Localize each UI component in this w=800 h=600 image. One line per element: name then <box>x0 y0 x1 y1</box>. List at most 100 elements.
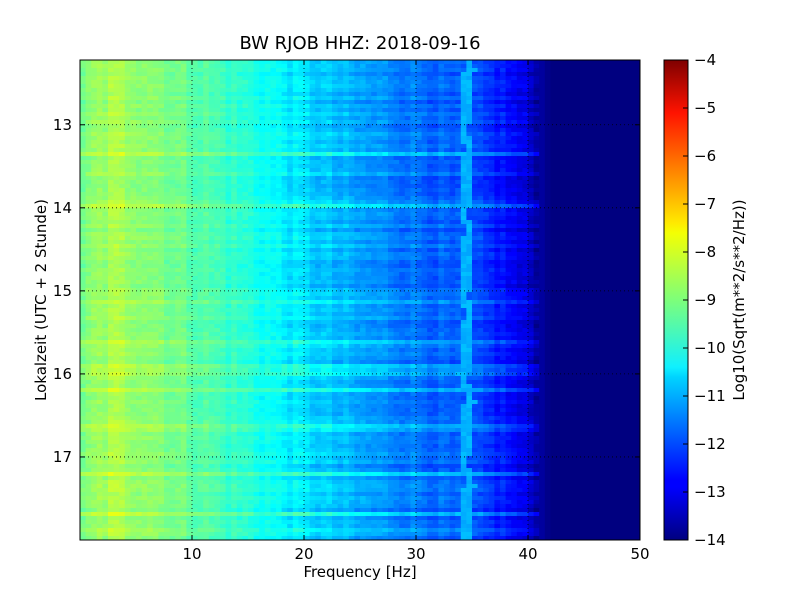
spectrogram-cell <box>315 156 322 161</box>
spectrogram-cell <box>108 92 115 97</box>
spectrogram-cell <box>628 124 635 129</box>
spectrogram-cell <box>164 144 171 149</box>
spectrogram-cell <box>236 140 243 145</box>
spectrogram-cell <box>231 88 238 93</box>
spectrogram-cell <box>550 172 557 177</box>
spectrogram-cell <box>511 160 518 165</box>
spectrogram-cell <box>208 200 215 205</box>
spectrogram-cell <box>298 112 305 117</box>
spectrogram-cell <box>612 236 619 241</box>
spectrogram-cell <box>483 152 490 157</box>
spectrogram-cell <box>96 92 103 97</box>
spectrogram-cell <box>147 240 154 245</box>
spectrogram-cell <box>180 180 187 185</box>
spectrogram-cell <box>556 256 563 261</box>
spectrogram-cell <box>612 256 619 261</box>
spectrogram-cell <box>382 140 389 145</box>
spectrogram-cell <box>259 100 266 105</box>
spectrogram-cell <box>365 204 372 209</box>
spectrogram-cell <box>572 164 579 169</box>
spectrogram-cell <box>309 228 316 233</box>
spectrogram-cell <box>147 68 154 73</box>
spectrogram-cell <box>158 124 165 129</box>
spectrogram-cell <box>197 64 204 69</box>
spectrogram-cell <box>304 132 311 137</box>
spectrogram-cell <box>382 216 389 221</box>
spectrogram-cell <box>141 176 148 181</box>
spectrogram-cell <box>203 88 210 93</box>
spectrogram-cell <box>180 224 187 229</box>
spectrogram-cell <box>460 64 467 69</box>
spectrogram-cell <box>483 144 490 149</box>
spectrogram-cell <box>488 180 495 185</box>
spectrogram-cell <box>617 176 624 181</box>
spectrogram-cell <box>595 80 602 85</box>
spectrogram-cell <box>388 132 395 137</box>
spectrogram-cell <box>410 196 417 201</box>
spectrogram-cell <box>320 88 327 93</box>
spectrogram-cell <box>376 72 383 77</box>
spectrogram-cell <box>225 132 232 137</box>
spectrogram-cell <box>96 116 103 121</box>
spectrogram-cell <box>259 204 266 209</box>
spectrogram-cell <box>119 76 126 81</box>
spectrogram-cell <box>192 252 199 257</box>
spectrogram-cell <box>466 232 473 237</box>
spectrogram-cell <box>466 252 473 257</box>
spectrogram-cell <box>180 208 187 213</box>
spectrogram-cell <box>298 100 305 105</box>
spectrogram-cell <box>337 208 344 213</box>
spectrogram-cell <box>404 72 411 77</box>
spectrogram-cell <box>119 124 126 129</box>
spectrogram-cell <box>91 80 98 85</box>
spectrogram-cell <box>136 156 143 161</box>
spectrogram-cell <box>248 136 255 141</box>
spectrogram-cell <box>556 76 563 81</box>
spectrogram-cell <box>320 200 327 205</box>
spectrogram-cell <box>91 128 98 133</box>
spectrogram-cell <box>208 100 215 105</box>
spectrogram-cell <box>242 76 249 81</box>
spectrogram-cell <box>561 64 568 69</box>
spectrogram-cell <box>192 248 199 253</box>
spectrogram-cell <box>427 184 434 189</box>
spectrogram-cell <box>130 84 137 89</box>
spectrogram-cell <box>113 92 120 97</box>
spectrogram-cell <box>108 112 115 117</box>
spectrogram-cell <box>113 144 120 149</box>
spectrogram-cell <box>248 212 255 217</box>
spectrogram-cell <box>292 100 299 105</box>
spectrogram-cell <box>382 136 389 141</box>
spectrogram-cell <box>158 112 165 117</box>
spectrogram-cell <box>242 168 249 173</box>
spectrogram-cell <box>304 244 311 249</box>
spectrogram-cell <box>208 84 215 89</box>
spectrogram-cell <box>376 240 383 245</box>
spectrogram-cell <box>421 160 428 165</box>
spectrogram-cell <box>259 160 266 165</box>
spectrogram-cell <box>388 172 395 177</box>
spectrogram-cell <box>276 140 283 145</box>
spectrogram-cell <box>197 172 204 177</box>
spectrogram-cell <box>113 200 120 205</box>
spectrogram-cell <box>315 104 322 109</box>
spectrogram-cell <box>376 116 383 121</box>
spectrogram-cell <box>197 244 204 249</box>
spectrogram-cell <box>606 100 613 105</box>
spectrogram-cell <box>427 64 434 69</box>
spectrogram-cell <box>421 116 428 121</box>
spectrogram-cell <box>528 148 535 153</box>
spectrogram-cell <box>550 60 557 65</box>
spectrogram-cell <box>292 60 299 65</box>
spectrogram-cell <box>343 60 350 65</box>
spectrogram-cell <box>225 100 232 105</box>
spectrogram-cell <box>326 72 333 77</box>
spectrogram-cell <box>91 164 98 169</box>
spectrogram-cell <box>376 108 383 113</box>
spectrogram-cell <box>108 160 115 165</box>
spectrogram-cell <box>556 220 563 225</box>
spectrogram-cell <box>488 176 495 181</box>
spectrogram-cell <box>203 68 210 73</box>
spectrogram-cell <box>444 180 451 185</box>
